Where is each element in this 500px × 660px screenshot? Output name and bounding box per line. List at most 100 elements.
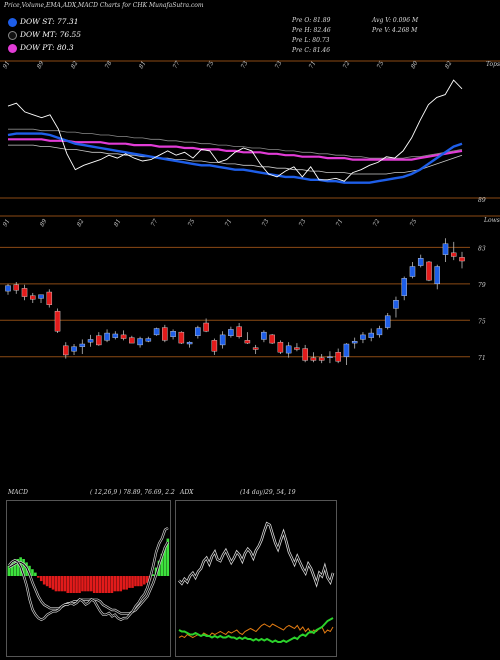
candle-body <box>285 345 292 354</box>
adx-main-line-inner <box>178 522 334 586</box>
candle-body <box>244 340 251 344</box>
macd-histogram-bar <box>145 576 149 583</box>
candle-body <box>219 334 226 346</box>
candle-body <box>71 346 77 352</box>
pre-high: Pre H: 82.46 <box>292 27 331 34</box>
ema-tick-label: 72 <box>342 60 352 70</box>
price-tick-label: 91 <box>2 218 12 228</box>
candle-body <box>236 326 242 337</box>
ema-tick-label: 75 <box>376 60 386 70</box>
macd-histogram-bar <box>42 576 46 585</box>
candle-body <box>170 331 176 337</box>
price-tick-label: 81 <box>113 218 123 228</box>
ema-tick-label: 73 <box>274 60 284 70</box>
macd-histogram-bar <box>151 574 155 576</box>
adx-chart <box>175 500 337 657</box>
candle-body <box>294 347 300 350</box>
candle-body <box>434 266 440 285</box>
adx-main-line-outer <box>178 521 335 588</box>
candle-body <box>30 295 36 300</box>
price-axis-label: 83 <box>478 245 486 252</box>
candle-body <box>104 332 110 341</box>
candle-body <box>343 343 350 357</box>
macd-histogram-bar <box>134 576 137 587</box>
macd-histogram-bar <box>81 576 84 592</box>
adx-di-minus-line <box>178 617 334 644</box>
macd-histogram-bar <box>72 576 75 593</box>
macd-histogram-bar <box>137 576 140 587</box>
pre-low: Pre L: 80.73 <box>292 37 330 44</box>
candle-body <box>277 341 284 353</box>
adx-title: ADX <box>180 489 193 496</box>
candle-body <box>203 322 209 332</box>
candle-body <box>335 352 341 362</box>
candle-body <box>401 278 407 296</box>
macd-histogram-bar <box>131 576 134 588</box>
macd-histogram-bar <box>39 576 43 582</box>
candle-body <box>351 341 358 344</box>
macd-histogram-bar <box>31 569 34 576</box>
macd-histogram-bar <box>142 576 146 585</box>
price-chart: 91 89 82 81 77 75 71 73 73 71 72 75 Lows 83 79 75 71 <box>0 215 500 365</box>
candle-body <box>153 328 160 336</box>
candle-body <box>228 329 234 336</box>
price-axis-label: 79 <box>478 282 486 289</box>
candle-body <box>21 288 28 297</box>
ema-tick-label: 89 <box>36 60 46 70</box>
candle-body <box>302 348 308 361</box>
candle-body <box>450 252 457 257</box>
candle-body <box>409 266 416 277</box>
candle-body <box>360 334 366 340</box>
candle-body <box>269 334 275 344</box>
candle-body <box>63 345 69 356</box>
ema-tick-label: 82 <box>444 60 454 70</box>
ema-tick-label: 78 <box>104 60 114 70</box>
ema-tick-label: 81 <box>138 60 148 70</box>
ema-line-ema-long <box>8 138 463 161</box>
ema-tick-label: 77 <box>172 60 182 70</box>
macd-histogram-bar <box>28 565 31 576</box>
legend-mt-label: DOW MT: 76.55 <box>20 30 82 39</box>
macd-histogram-bar <box>66 576 70 593</box>
macd-histogram-bar <box>78 576 81 593</box>
macd-histogram-bar <box>166 538 170 576</box>
ema-right-label-level: 89 <box>478 197 486 204</box>
candle-body <box>178 331 185 344</box>
adx-params: (14 day)29, 54, 19 <box>240 489 296 496</box>
macd-histogram-bar <box>95 576 99 593</box>
macd-histogram-bar <box>98 576 102 593</box>
macd-histogram-bar <box>104 576 108 593</box>
macd-histogram-bar <box>119 576 123 592</box>
candle-body <box>96 335 102 346</box>
price-axis-label: 71 <box>478 355 486 362</box>
macd-line-inner <box>8 527 169 621</box>
macd-histogram-bar <box>34 572 37 576</box>
macd-histogram-bar <box>48 576 52 588</box>
candle-body <box>318 357 325 361</box>
candle-body <box>327 356 333 358</box>
ema-tick-label: 73 <box>240 60 250 70</box>
candle-body <box>376 328 383 336</box>
candle-body <box>459 257 465 262</box>
macd-histogram-bar <box>22 559 25 576</box>
adx-label: ADX <box>180 489 194 496</box>
pre-open: Pre O: 81.89 <box>292 17 331 24</box>
macd-histogram-bar <box>69 576 72 593</box>
legend-st-label: DOW ST: 77.31 <box>20 17 79 26</box>
ema-line-ema-short <box>7 132 463 184</box>
candle-body <box>261 331 267 340</box>
price-tick-label: 73 <box>298 218 308 228</box>
price-tick-label: 89 <box>39 218 49 228</box>
macd-histogram-bar <box>140 576 143 587</box>
macd-histogram-bar <box>116 576 120 592</box>
macd-histogram-bar <box>101 576 105 593</box>
ema-right-label-tops: Tops <box>486 61 500 68</box>
candle-body <box>79 343 86 347</box>
ema-tick-label: 71 <box>308 60 318 70</box>
price-tick-label: 72 <box>372 218 382 228</box>
macd-histogram-bar <box>113 576 117 592</box>
candle-body <box>368 332 374 338</box>
macd-histogram-bar <box>63 576 67 592</box>
ema-chart: 91 89 82 78 81 77 75 73 73 71 72 75 80 82 Tops 89 <box>0 60 500 204</box>
candle-body <box>162 327 168 341</box>
